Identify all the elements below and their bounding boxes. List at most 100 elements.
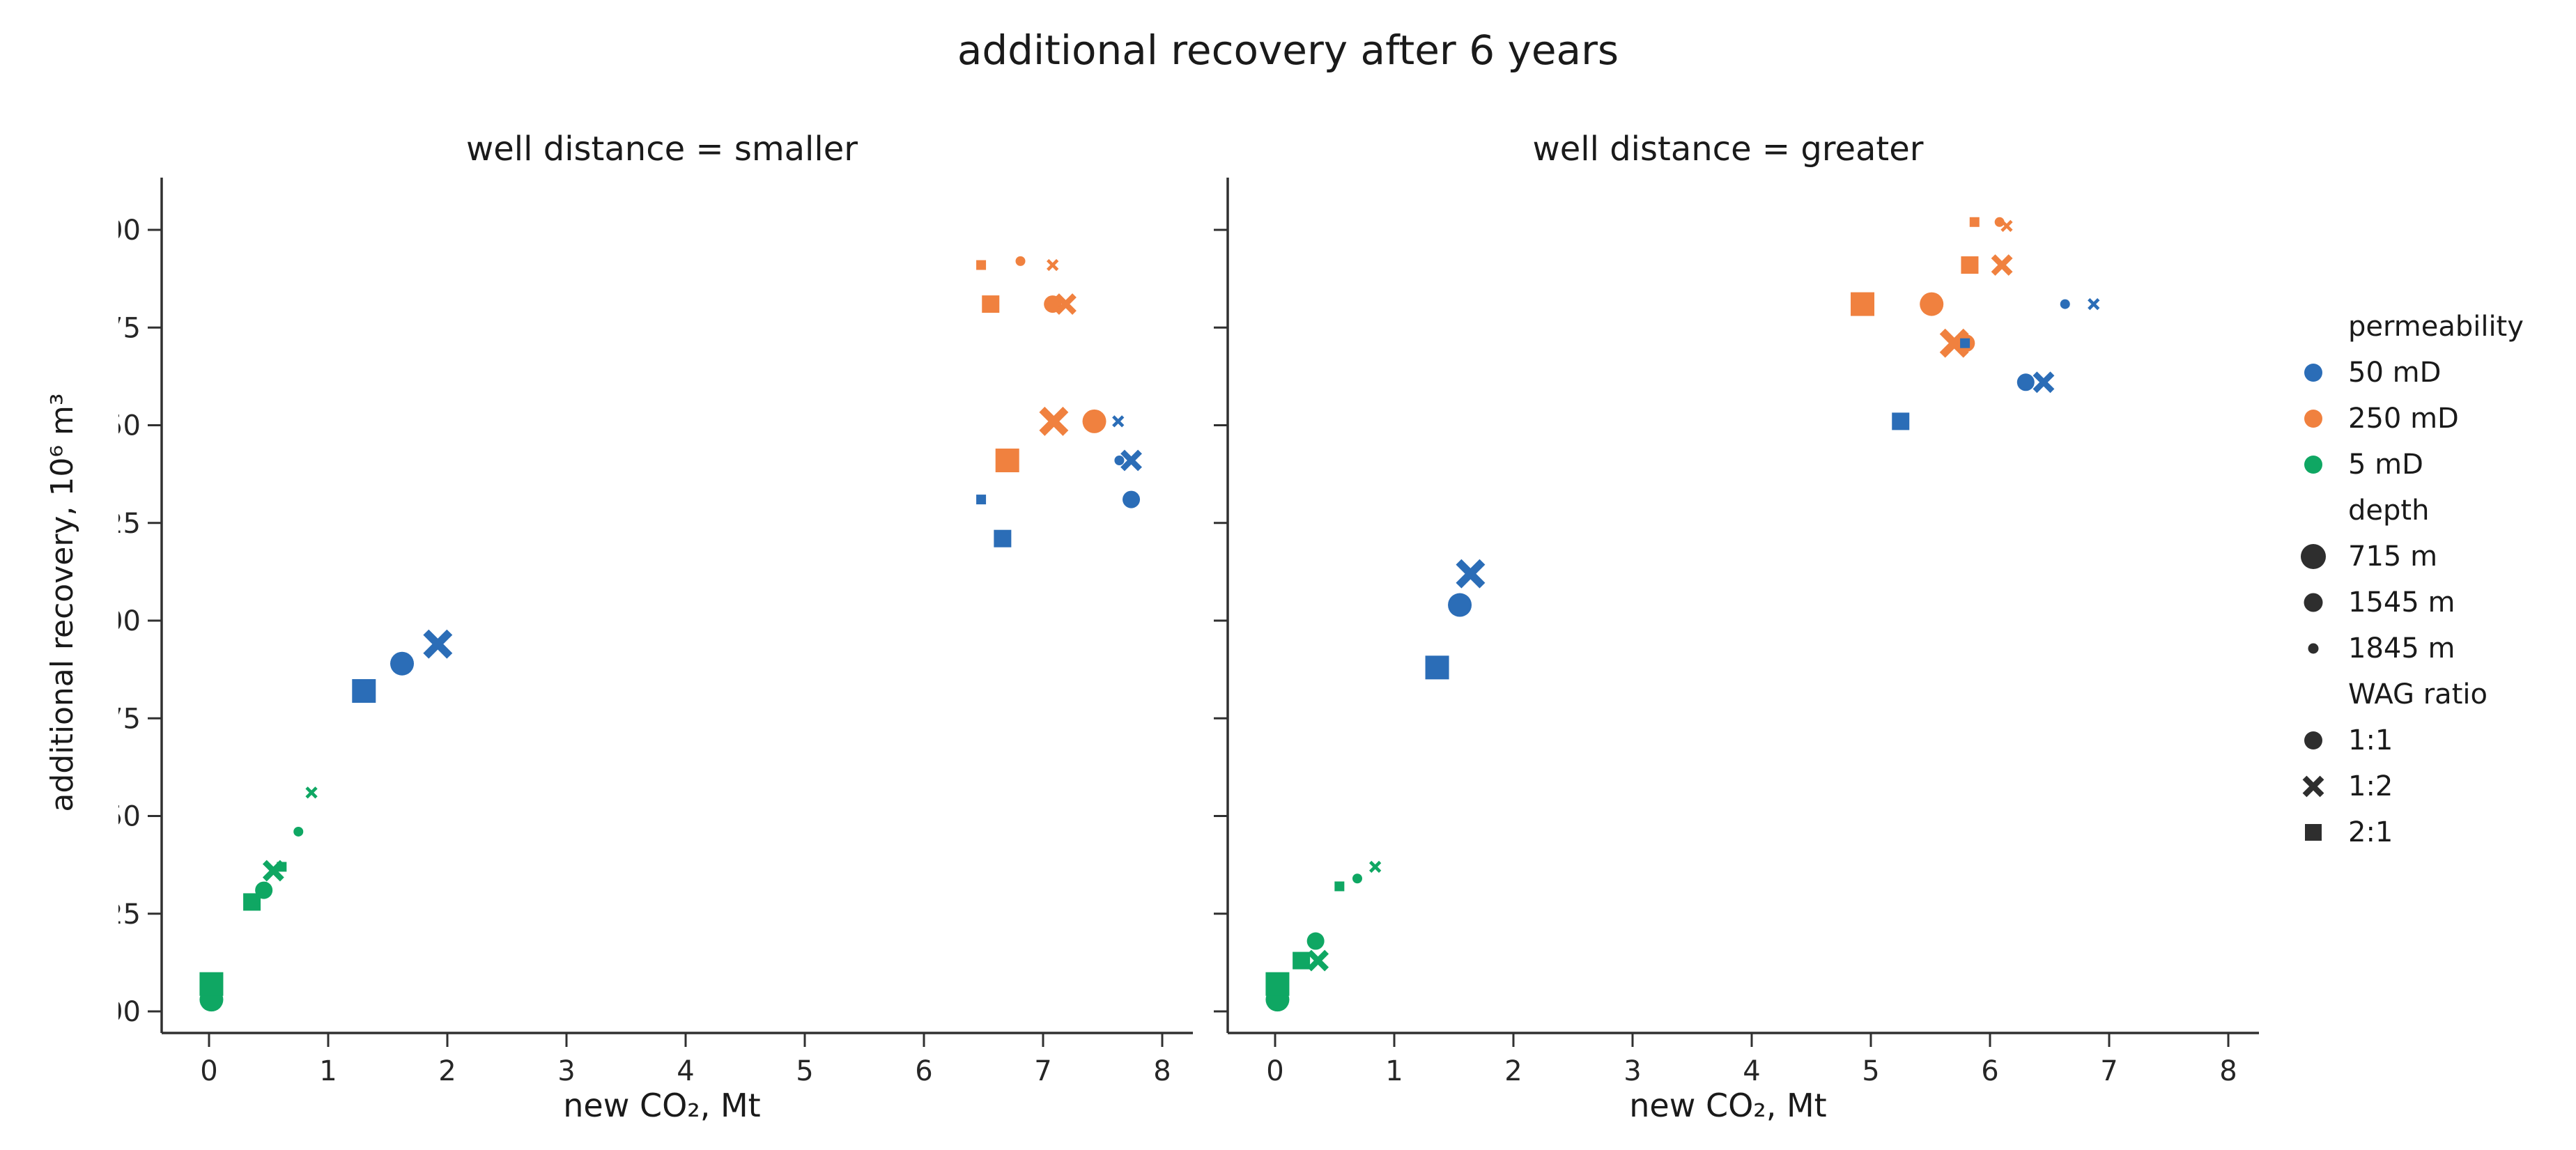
legend-square-icon [2278, 816, 2348, 849]
legend-marker-glyph [2308, 643, 2319, 654]
legend-section-label: depth [2348, 495, 2430, 527]
legend-item-label: 1:2 [2348, 770, 2393, 802]
legend: permeability 50 mD 250 mD 5 mD depth 715 m 154… [2278, 304, 2571, 855]
data-point [255, 881, 273, 899]
data-point [1352, 873, 1362, 884]
panel-title-greater: well distance = greater [1532, 130, 1924, 169]
data-point [277, 862, 287, 872]
legend-marker-spacer [2278, 494, 2348, 527]
legend-item: 1845 m [2278, 625, 2571, 671]
data-point [2016, 373, 2035, 391]
legend-item: 2:1 [2278, 809, 2571, 855]
data-point [1939, 328, 1969, 358]
legend-section-label: permeability [2348, 311, 2524, 343]
y-axis-label: additional recovery, 10⁶ m³ [45, 393, 80, 812]
legend-section-title: permeability [2278, 304, 2571, 350]
legend-marker-glyph [2302, 775, 2324, 798]
legend-circle-icon [2278, 724, 2348, 757]
y-tick-label: 0.50 [118, 801, 141, 833]
x-tick-label: 3 [1624, 1055, 1641, 1087]
data-point [1961, 256, 1979, 274]
legend-item: 1545 m [2278, 580, 2571, 625]
y-tick-label: 1.25 [118, 508, 141, 540]
data-point [1448, 593, 1472, 617]
legend-marker-shape [2304, 731, 2322, 749]
data-point [1456, 559, 1486, 589]
legend-marker-spacer [2278, 678, 2348, 711]
data-point [1047, 258, 1059, 272]
data-point [2060, 299, 2070, 309]
legend-section-label: WAG ratio [2348, 678, 2488, 710]
legend-circle-icon [2278, 448, 2348, 481]
data-point [995, 448, 1019, 472]
data-point [1960, 338, 1970, 348]
x-tick-label: 4 [1743, 1055, 1760, 1087]
y-tick-label: 0.75 [118, 703, 141, 735]
data-point [423, 629, 453, 659]
x-axis-label-smaller: new CO₂, Mt [563, 1087, 761, 1124]
x-tick-label: 3 [557, 1055, 575, 1087]
scatter-panel-greater: 0 1 2 3 4 5 6 7 8 [1214, 178, 2259, 1087]
data-point [1369, 860, 1382, 873]
x-tick-label: 4 [677, 1055, 694, 1087]
data-point [199, 972, 224, 996]
legend-marker-glyph [2304, 593, 2323, 612]
data-point [1112, 415, 1125, 428]
legend-section-title: depth [2278, 488, 2571, 534]
legend-item: 250 mD [2278, 396, 2571, 442]
legend-item: 50 mD [2278, 350, 2571, 396]
data-point [1306, 932, 1325, 950]
data-point [1123, 490, 1141, 508]
legend-marker-glyph [2304, 456, 2322, 474]
x-tick-label: 6 [915, 1055, 932, 1087]
x-axis-label-greater: new CO₂, Mt [1629, 1087, 1827, 1124]
legend-marker-shape [2304, 456, 2322, 474]
legend-marker-shape [2304, 364, 2322, 382]
data-point [1994, 217, 2005, 227]
legend-marker-shape [2301, 544, 2326, 569]
legend-circle-icon [2278, 632, 2348, 665]
x-tick-label: 0 [200, 1055, 217, 1087]
x-tick-label: 2 [438, 1055, 456, 1087]
data-point [2000, 219, 2013, 233]
panel-title-smaller: well distance = smaller [466, 130, 858, 169]
x-tick-label: 8 [1153, 1055, 1171, 1087]
legend-marker-spacer [2278, 310, 2348, 343]
data-point [1334, 881, 1345, 892]
y-tick-label: 1.00 [118, 605, 141, 637]
legend-item: 715 m [2278, 534, 2571, 580]
legend-marker-shape [2305, 824, 2322, 841]
legend-marker-shape [2304, 410, 2322, 428]
data-point [1892, 412, 1910, 430]
data-point [1114, 455, 1125, 465]
y-tick-label: 1.50 [118, 410, 141, 442]
y-tick-label: 0.00 [118, 996, 141, 1028]
legend-item: 1:1 [2278, 717, 2571, 763]
legend-marker-glyph [2304, 364, 2322, 382]
legend-circle-icon [2278, 540, 2348, 573]
data-point [1920, 292, 1944, 316]
x-tick-label: 1 [319, 1055, 337, 1087]
data-point [994, 529, 1012, 547]
data-point [1082, 409, 1106, 433]
legend-marker-shape [2302, 775, 2324, 798]
data-point [982, 295, 1000, 313]
x-tick-label: 0 [1266, 1055, 1283, 1087]
data-point [1425, 655, 1449, 680]
legend-item-label: 250 mD [2348, 403, 2459, 435]
legend-marker-shape [2308, 643, 2319, 654]
x-tick-label: 1 [1385, 1055, 1403, 1087]
legend-circle-icon [2278, 402, 2348, 435]
y-tick-label: 0.25 [118, 899, 141, 931]
figure-title: additional recovery after 6 years [957, 26, 1619, 74]
legend-marker-shape [2304, 593, 2323, 612]
legend-marker-glyph [2301, 544, 2326, 569]
data-point [1307, 949, 1329, 972]
data-point [976, 495, 987, 505]
scatter-panel-smaller: 0 1 2 3 4 5 6 7 8 0.00 0.25 0.50 0.75 1.00 1.25 1.50 1.7… [118, 178, 1193, 1087]
legend-marker-glyph [2305, 824, 2322, 841]
data-point [976, 260, 987, 270]
legend-item: 5 mD [2278, 442, 2571, 488]
y-tick-label: 1.75 [118, 312, 141, 344]
